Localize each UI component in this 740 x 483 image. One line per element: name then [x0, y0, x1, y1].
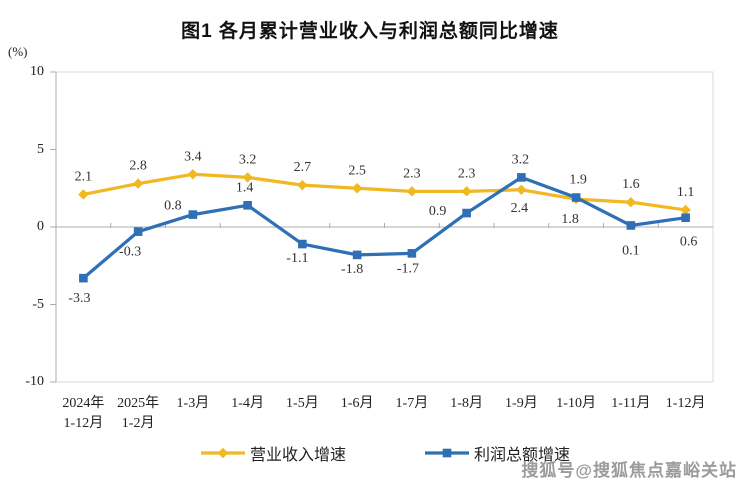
data-label: 3.2: [239, 152, 257, 167]
data-label: 1.9: [569, 173, 587, 188]
watermark: 搜狐号@搜狐焦点嘉峪关站: [521, 461, 737, 480]
x-category-label: 1-6月: [340, 396, 374, 411]
x-category-label: 1-7月: [395, 396, 429, 411]
diamond-marker-icon: [187, 169, 199, 180]
data-label: 2.3: [403, 166, 421, 181]
x-category-label: 1-12月: [665, 396, 706, 411]
y-tick-label: 0: [37, 219, 44, 234]
y-tick-label: -5: [32, 296, 44, 312]
square-marker-icon: [298, 239, 307, 249]
chart-title: 图1 各月累计营业收入与利润总额同比增速: [181, 21, 559, 42]
data-label: 0.9: [429, 204, 447, 219]
data-label: 0.1: [622, 243, 640, 258]
y-tick-label: -10: [25, 374, 44, 389]
x-category-label: 2024年 1-12月: [62, 396, 105, 431]
data-label: 3.4: [184, 149, 202, 164]
legend-label-profit: 利润总额增速: [474, 447, 571, 464]
square-marker-icon: [571, 193, 581, 202]
data-label: 1.8: [561, 212, 579, 227]
diamond-marker-icon: [625, 197, 637, 208]
diamond-marker-icon: [132, 178, 144, 189]
x-category-label: 1-5月: [286, 396, 319, 411]
x-category-label: 1-4月: [231, 396, 264, 411]
data-label: -1.8: [341, 262, 363, 277]
data-label: 0.6: [680, 235, 698, 250]
data-label: -1.1: [286, 251, 308, 266]
data-label: 2.3: [458, 166, 476, 181]
data-label: 2.1: [75, 169, 93, 184]
diamond-marker-icon: [351, 183, 363, 194]
square-marker-icon: [517, 173, 526, 182]
diamond-marker-icon: [297, 179, 308, 191]
y-axis-unit: (%): [8, 44, 28, 59]
square-marker-icon: [243, 201, 252, 210]
data-label: -0.3: [119, 245, 141, 260]
diamond-marker-icon: [680, 204, 691, 216]
data-label: 2.8: [129, 159, 147, 174]
legend-item-revenue: 营业收入增速: [201, 441, 346, 465]
square-marker-icon: [79, 273, 88, 283]
diamond-marker-icon: [406, 186, 418, 197]
square-marker-icon: [188, 210, 198, 219]
data-label: 1.6: [622, 177, 640, 192]
data-label: -1.7: [397, 261, 419, 276]
data-label: 1.4: [236, 180, 254, 195]
square-marker-icon: [133, 227, 143, 236]
legend-marker-revenue-icon: [201, 447, 245, 459]
x-category-label: 1-8月: [450, 396, 483, 411]
x-category-label: 1-10月: [556, 396, 596, 411]
legend-marker-profit-icon: [425, 448, 469, 458]
data-label: 2.4: [511, 201, 529, 216]
diamond-marker-icon: [242, 172, 253, 183]
series-line-0: [81, 172, 688, 212]
x-category-label: 2025年 1-2月: [117, 396, 160, 431]
legend-label-revenue: 营业收入增速: [250, 447, 347, 464]
square-marker-icon: [407, 249, 417, 258]
square-marker-icon: [681, 213, 690, 222]
data-label: 2.7: [294, 160, 312, 175]
data-label: -3.3: [68, 291, 90, 306]
diamond-marker-icon: [78, 189, 89, 200]
diamond-marker-icon: [516, 184, 527, 195]
x-category-label: 1-9月: [505, 396, 538, 411]
legend-item-profit: 利润总额增速: [425, 441, 570, 465]
y-tick-label: 10: [30, 64, 44, 79]
series-line-1: [81, 175, 688, 280]
square-marker-icon: [352, 250, 362, 260]
y-tick-label: 5: [37, 141, 44, 157]
square-marker-icon: [462, 208, 471, 218]
data-label: 3.2: [512, 152, 530, 167]
data-label: 1.1: [677, 185, 695, 200]
data-label: 2.5: [348, 163, 366, 178]
x-category-label: 1-3月: [176, 396, 210, 411]
data-label: 0.8: [164, 199, 182, 214]
square-marker-icon: [626, 221, 636, 230]
diamond-marker-icon: [461, 186, 472, 197]
x-category-label: 1-11月: [611, 396, 651, 411]
